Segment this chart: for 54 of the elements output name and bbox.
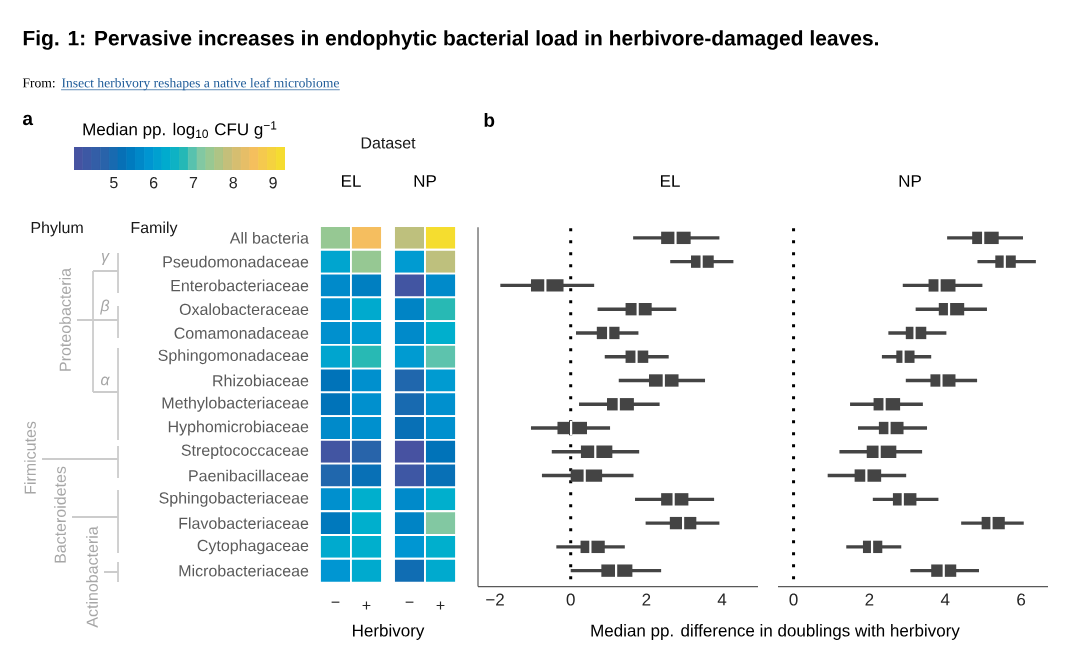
x-tick-label: 2 (865, 593, 874, 606)
y-tick-label: Sphingobacteriaceae (159, 491, 309, 507)
x-tick-label: 4 (940, 593, 950, 606)
y-tick-label: Sphingomonadaceae (158, 349, 309, 365)
text: Insect herbivory reshapes a native leaf microbiome (61, 77, 339, 91)
x-tick-label: 4 (717, 593, 727, 606)
x-tick-label: 2 (642, 593, 651, 606)
y-tick-label: Hyphomicrobiaceae (168, 420, 309, 436)
y-tick-label: Oxalobacteraceae (179, 303, 309, 316)
y-tick-label: Enterobacteriaceae (171, 279, 309, 292)
x-tick-label: − (331, 601, 340, 603)
color-bar-label: 9 (269, 177, 277, 189)
text: From: (22, 78, 55, 88)
x-tick-label: + (362, 601, 371, 610)
text: γ (101, 253, 110, 265)
y-tick-label: Flavobacteriaceae (179, 517, 309, 529)
y-tick-label: Microbacteriaceae (179, 564, 309, 577)
y-tick-label: Paenibacillaceae (189, 469, 309, 482)
x-tick-label: 0 (566, 593, 575, 606)
chart-title: EL (660, 175, 680, 187)
text: Family (131, 221, 178, 237)
text: a (22, 114, 34, 126)
y-tick-label: Comamonadaceae (174, 327, 309, 339)
y-tick-label: Cytophagaceae (197, 539, 309, 555)
y-tick-label: All bacteria (229, 231, 309, 244)
text: Bacteroidetes (54, 466, 66, 563)
x-tick-label: 6 (1017, 593, 1026, 606)
text: EL (341, 175, 361, 187)
text: NP (414, 175, 436, 187)
color-bar-label: 6 (150, 177, 158, 189)
color-bar-label: 5 (110, 177, 118, 189)
text: β (100, 299, 110, 315)
y-tick-label: Streptococcaceae (181, 444, 309, 460)
x-tick-label: −2 (486, 593, 504, 606)
chart-title: NP (899, 175, 921, 187)
y-tick-label: Methylobacteriaceae (162, 396, 309, 412)
text: Dataset (361, 137, 416, 149)
color-bar-title: Median pp. log$_{10}$ CFU g$^{−1}$ (83, 121, 277, 139)
y-tick-label: Rhizobiaceae (213, 374, 309, 387)
color-bar-label: 7 (189, 177, 198, 189)
x-tick-label: + (436, 601, 445, 610)
x-tick-label: 0 (789, 593, 798, 606)
x-axis-title: Median pp. difference in doublings with herbivory (591, 624, 960, 640)
x-axis-title: Herbivory (353, 624, 425, 640)
text: b (484, 113, 495, 127)
text: Firmicutes (24, 421, 36, 494)
x-tick-label: − (405, 601, 414, 603)
text: Actinobacteria (86, 526, 98, 628)
caption: Fig. 1: Pervasive increases in endophytic bacterial load in herbivore-damaged leaves. (23, 30, 878, 50)
text: α (100, 376, 110, 386)
text: Proteobacteria (59, 267, 71, 371)
y-tick-label: Pseudomonadaceae (163, 255, 309, 268)
text: Phylum (31, 221, 83, 237)
color-bar-label: 8 (229, 177, 237, 189)
